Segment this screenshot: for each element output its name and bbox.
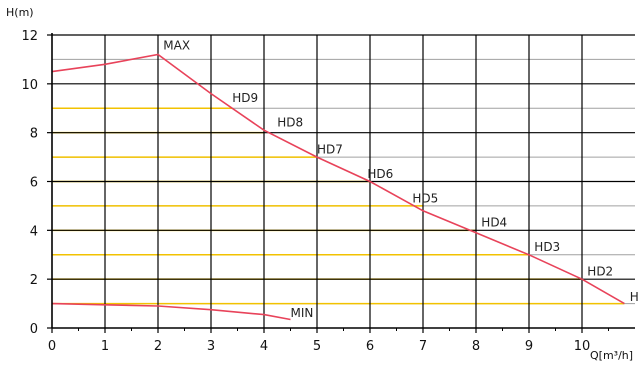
x-tick-label: 1 <box>101 339 109 354</box>
curve-label-hd1: HD1 <box>630 290 638 304</box>
x-tick-label: 8 <box>472 339 480 354</box>
y-tick-label: 0 <box>30 322 38 337</box>
x-tick-label: 9 <box>525 339 533 354</box>
y-tick-labels: 0 2 4 6 8 10 12 <box>21 29 38 337</box>
curve-label-hd8: HD8 <box>277 116 303 130</box>
series-line-min <box>51 302 291 321</box>
curve-label-min: MIN <box>291 306 314 320</box>
curve-label-hd2: HD2 <box>587 265 613 279</box>
curve-label-hd7: HD7 <box>317 142 343 156</box>
curve-label-hd9: HD9 <box>232 91 258 105</box>
curve-label-hd6: HD6 <box>367 167 393 181</box>
x-tick-label: 3 <box>207 339 215 354</box>
curve-label-hd5: HD5 <box>412 191 438 205</box>
curve-label-hd4: HD4 <box>481 216 507 230</box>
y-tick-label: 8 <box>30 127 38 142</box>
curve-label-hd3: HD3 <box>534 240 560 254</box>
curves <box>51 53 625 321</box>
y-tick-label: 4 <box>30 224 38 239</box>
curve-labels: MAX HD9 HD8 HD7 HD6 HD5 HD4 HD3 HD2 HD1 MIN <box>163 39 638 320</box>
major-grid <box>52 34 635 328</box>
x-tick-label: 10 <box>574 339 591 354</box>
y-tick-label: 6 <box>30 176 38 191</box>
x-tick-label: 5 <box>313 339 321 354</box>
x-tick-label: 4 <box>260 339 268 354</box>
x-axis-label: Q[m³/h] <box>590 349 633 362</box>
y-axis-label: H(m) <box>6 6 34 19</box>
series-line-max <box>51 53 625 305</box>
y-tick-label: 10 <box>21 78 38 93</box>
y-tick-label: 12 <box>21 29 38 44</box>
axes <box>47 33 635 333</box>
x-tick-label: 2 <box>154 339 162 354</box>
x-tick-label: 7 <box>419 339 427 354</box>
curve-label-max: MAX <box>163 39 190 53</box>
x-tick-labels: 0 1 2 3 4 5 6 7 8 9 10 <box>48 339 590 354</box>
y-tick-label: 2 <box>30 273 38 288</box>
x-tick-label: 6 <box>366 339 374 354</box>
x-tick-label: 0 <box>48 339 56 354</box>
